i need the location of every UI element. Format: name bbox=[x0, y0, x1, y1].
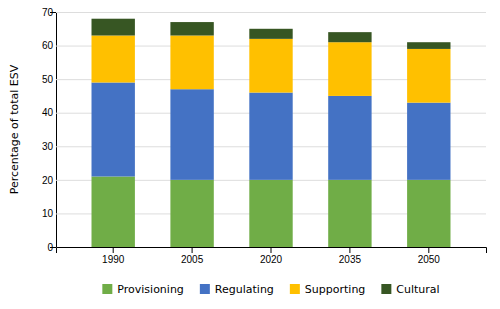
tick-label: 50 bbox=[42, 74, 54, 85]
tick: 70 bbox=[42, 7, 486, 18]
series bbox=[92, 19, 451, 49]
bar bbox=[92, 19, 135, 36]
legend-swatch bbox=[290, 284, 300, 294]
tick-label: 0 bbox=[47, 242, 53, 253]
bar bbox=[92, 177, 135, 248]
legend-label: Supporting bbox=[305, 283, 366, 296]
legend-swatch bbox=[381, 284, 391, 294]
bar bbox=[407, 180, 450, 247]
bar bbox=[328, 32, 371, 42]
bar bbox=[407, 42, 450, 49]
bar bbox=[328, 42, 371, 96]
tick-label: 40 bbox=[42, 107, 54, 118]
bar bbox=[407, 103, 450, 180]
axis-title: Percentage of total ESV bbox=[8, 64, 21, 194]
tick-label: 2050 bbox=[418, 254, 441, 265]
bar bbox=[328, 180, 371, 247]
y-axis: 0 10 20 30 40 50 60 70 bbox=[42, 7, 486, 253]
legend-item: Cultural bbox=[381, 283, 439, 296]
bar bbox=[170, 36, 213, 90]
tick-mark bbox=[349, 247, 350, 253]
series bbox=[92, 36, 451, 103]
legend-swatch bbox=[200, 284, 210, 294]
legend-item: Supporting bbox=[290, 283, 366, 296]
bar bbox=[170, 89, 213, 180]
legend-label: Cultural bbox=[396, 283, 439, 296]
grid-line bbox=[56, 12, 486, 13]
bar bbox=[249, 93, 292, 180]
axis-line bbox=[57, 248, 487, 254]
legend-label: Provisioning bbox=[117, 283, 184, 296]
bar bbox=[92, 36, 135, 83]
bar bbox=[92, 83, 135, 177]
tick: 2050 bbox=[418, 247, 441, 265]
series bbox=[92, 83, 451, 180]
chart: 0 10 20 30 40 50 60 70 1990 2005 2020 2035 2050 Perce… bbox=[0, 0, 500, 309]
tick-mark bbox=[113, 247, 114, 253]
tick-label: 2020 bbox=[260, 254, 283, 265]
plot: 0 10 20 30 40 50 60 70 1990 2005 2020 2035 2050 bbox=[42, 7, 487, 265]
legend-label: Regulating bbox=[215, 283, 274, 296]
bars bbox=[92, 19, 451, 247]
tick-label: 2035 bbox=[339, 254, 362, 265]
bar bbox=[328, 96, 371, 180]
bar bbox=[249, 180, 292, 247]
tick: 2035 bbox=[339, 247, 362, 265]
legend-swatch bbox=[102, 284, 112, 294]
tick-mark bbox=[192, 247, 193, 253]
tick-label: 60 bbox=[42, 40, 54, 51]
x-axis: 1990 2005 2020 2035 2050 bbox=[57, 247, 487, 265]
bar bbox=[249, 29, 292, 39]
tick-mark bbox=[271, 247, 272, 253]
tick: 2005 bbox=[181, 247, 204, 265]
series bbox=[92, 177, 451, 248]
tick-label: 2005 bbox=[181, 254, 204, 265]
legend-item: Provisioning bbox=[102, 283, 184, 296]
bar bbox=[170, 180, 213, 247]
tick-label: 30 bbox=[42, 141, 54, 152]
legend: Provisioning Regulating Supporting Cultural bbox=[102, 283, 439, 296]
tick-label: 20 bbox=[42, 175, 54, 186]
tick-mark bbox=[428, 247, 429, 253]
tick-label: 1990 bbox=[102, 254, 125, 265]
tick-label: 70 bbox=[42, 7, 54, 18]
tick: 1990 bbox=[102, 247, 125, 265]
bar bbox=[407, 49, 450, 103]
bar bbox=[170, 22, 213, 35]
legend-item: Regulating bbox=[200, 283, 274, 296]
tick: 2020 bbox=[260, 247, 283, 265]
tick-label: 10 bbox=[42, 208, 54, 219]
bar bbox=[249, 39, 292, 93]
